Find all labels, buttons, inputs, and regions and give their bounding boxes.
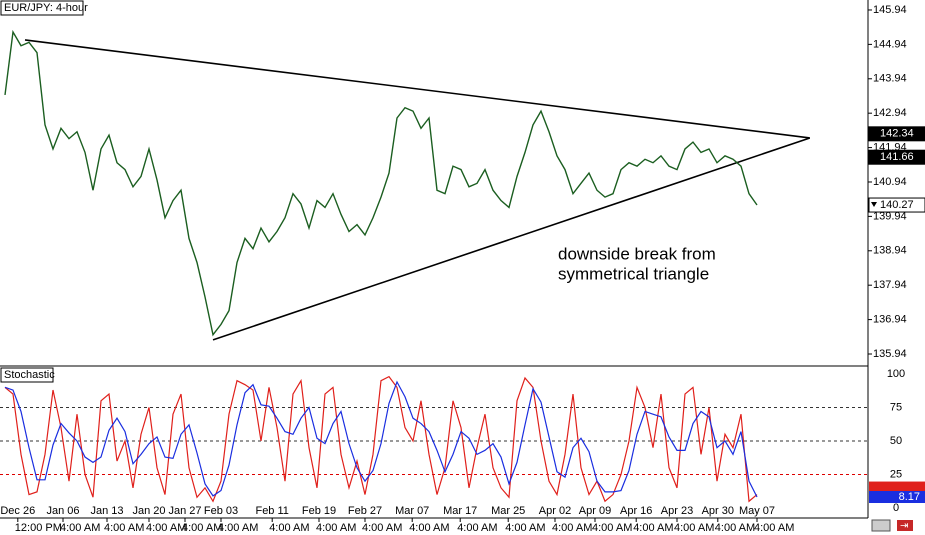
y-tick-label: 100: [887, 368, 905, 380]
y-tick-label: 135.94: [873, 348, 907, 360]
time-label: 4:00 AM: [552, 522, 592, 534]
stochastic-line: [4, 375, 758, 503]
y-tick-label: 145.94: [873, 4, 907, 16]
time-label: 4:00 AM: [269, 522, 309, 534]
x-tick-label: Feb 27: [348, 505, 382, 517]
time-label: 4:00 AM: [592, 522, 632, 534]
price-marker: [868, 126, 925, 142]
x-tick-label: Mar 07: [395, 505, 429, 517]
trendline: [24, 39, 810, 139]
time-label: 12:00 PM: [15, 522, 62, 534]
price-marker: [868, 149, 925, 165]
time-label: 4:00 AM: [633, 522, 673, 534]
x-tick-label: Apr 09: [579, 505, 611, 517]
x-tick-label: Jan 20: [132, 505, 165, 517]
annotation: downside break from: [558, 244, 716, 263]
y-tick-label: 136.94: [873, 313, 907, 325]
price-marker-label: 141.66: [880, 151, 914, 163]
x-tick-label: May 07: [739, 505, 775, 517]
x-tick-label: Mar 17: [443, 505, 477, 517]
y-tick-label: 0: [893, 502, 899, 514]
y-tick-label: 143.94: [873, 73, 907, 85]
y-tick-label: 140.94: [873, 176, 907, 188]
time-label: 4:00 AM: [715, 522, 755, 534]
price-marker: [868, 197, 925, 213]
marker-arrow: [871, 202, 877, 208]
indicator-title: Stochastic: [4, 369, 55, 381]
value-box-label: 8.17: [899, 491, 920, 503]
indicator-box: [0, 367, 54, 383]
time-label: 4:00 AM: [316, 522, 356, 534]
shift-icon[interactable]: [897, 520, 913, 531]
time-label: 4:00 AM: [674, 522, 714, 534]
time-label: 4:00 AM: [457, 522, 497, 534]
x-tick-label: Jan 06: [46, 505, 79, 517]
x-tick-label: Apr 02: [539, 505, 571, 517]
y-tick-label: 144.94: [873, 38, 907, 50]
y-tick-label: 138.94: [873, 245, 907, 257]
time-label: 4:00 AM: [409, 522, 449, 534]
time-label: 4:00 AM: [218, 522, 258, 534]
time-label: 4:00 AM: [182, 522, 222, 534]
x-tick-label: Apr 30: [702, 505, 734, 517]
shift-arrow: ⇥: [900, 521, 908, 532]
trendline: [212, 137, 811, 341]
y-tick-label: 50: [890, 435, 902, 447]
x-tick-label: Mar 25: [491, 505, 525, 517]
y-tick-label: 139.94: [873, 210, 907, 222]
time-label: 4:00 AM: [60, 522, 100, 534]
x-tick-label: Apr 23: [661, 505, 693, 517]
x-tick-label: Feb 19: [302, 505, 336, 517]
y-tick-label: 137.94: [873, 279, 907, 291]
y-tick-label: 75: [890, 401, 902, 413]
time-label: 4:00 AM: [104, 522, 144, 534]
x-tick-label: Feb 03: [204, 505, 238, 517]
time-label: 4:00 AM: [146, 522, 186, 534]
time-label: 4:00 AM: [754, 522, 794, 534]
time-label: 4:00 AM: [362, 522, 402, 534]
annotation: symmetrical triangle: [558, 264, 709, 283]
price-marker-label: 140.27: [880, 199, 914, 211]
stochastic-line: [4, 380, 758, 498]
x-tick-label: Dec 26: [0, 505, 35, 517]
x-tick-label: Apr 16: [620, 505, 652, 517]
y-tick-label: 25: [890, 468, 902, 480]
title-box: [0, 0, 84, 16]
price-line: [4, 29, 758, 337]
y-tick-label: 142.94: [873, 107, 907, 119]
price-marker-label: 142.34: [880, 128, 914, 140]
chart-title: EUR/JPY: 4-hour: [4, 2, 88, 14]
x-tick-label: Feb 11: [255, 505, 288, 517]
time-label: 4:00 AM: [505, 522, 545, 534]
x-tick-label: Jan 27: [168, 505, 201, 517]
value-box: [869, 481, 925, 494]
value-box: [869, 491, 925, 504]
x-tick-label: Jan 13: [90, 505, 123, 517]
scroll-icon[interactable]: [871, 519, 891, 532]
